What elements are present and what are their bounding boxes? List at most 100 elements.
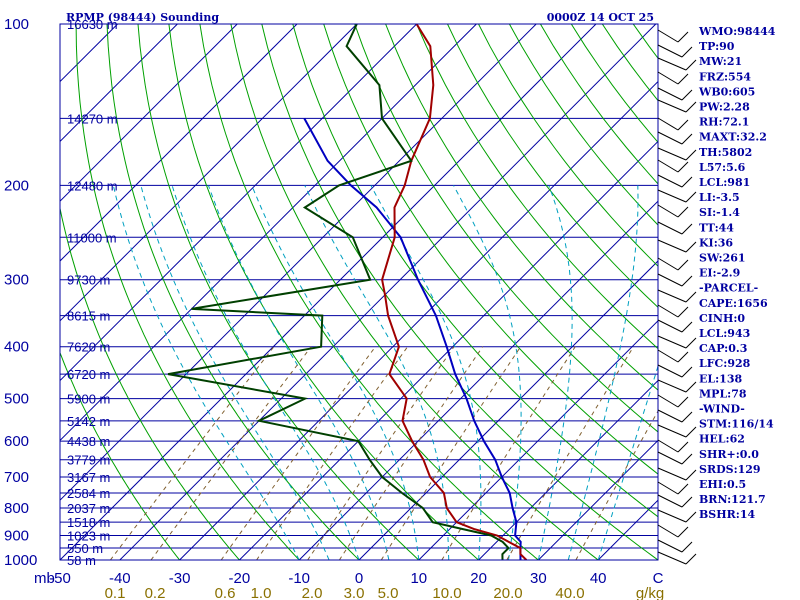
temperature-tick-label: -50 xyxy=(49,570,71,587)
height-label: 12480 m xyxy=(67,178,118,193)
dry-adiabat-line xyxy=(354,24,658,433)
pressure-tick-label: 100 xyxy=(4,16,29,33)
moist-adiabat-line xyxy=(304,185,450,560)
dry-adiabat-line xyxy=(447,24,658,309)
dry-adiabat-line xyxy=(478,24,658,267)
stability-index-label: FRZ:554 xyxy=(699,70,751,83)
mixing-ratio-label: 3.0 xyxy=(344,585,365,600)
wind-barb xyxy=(657,147,687,161)
dewpoint-trace xyxy=(167,24,510,560)
moist-adiabat-line xyxy=(112,185,300,560)
isotherm-line xyxy=(298,200,658,560)
mixing-ratio-label: 40.0 xyxy=(555,585,584,600)
wind-barb xyxy=(681,321,693,333)
pressure-tick-label: 200 xyxy=(4,177,29,194)
stability-index-label: SRDS:129 xyxy=(699,463,761,476)
wind-barb xyxy=(685,553,697,565)
wind-barb xyxy=(657,44,683,58)
height-label: 3167 m xyxy=(67,470,110,485)
wind-barb xyxy=(657,319,683,333)
temperature-tick-label: 40 xyxy=(590,570,607,587)
wind-barb xyxy=(657,481,679,495)
mixing-ratio-line xyxy=(220,346,376,560)
isotherm-line xyxy=(60,24,238,202)
stability-index-label: WMO:98444 xyxy=(698,25,776,38)
mixing-ratio-label: 5.0 xyxy=(378,585,399,600)
mixing-ratio-line xyxy=(150,346,312,560)
wind-barb xyxy=(657,379,687,393)
wind-barb xyxy=(681,89,693,101)
wind-barb xyxy=(657,551,687,565)
stability-index-label: -WIND- xyxy=(699,403,745,416)
stability-index-label: KI:36 xyxy=(699,236,733,249)
parcel-trace xyxy=(303,117,522,560)
height-label: 5142 m xyxy=(67,414,110,429)
pressure-unit-label: mb xyxy=(34,570,55,587)
isotherm-line xyxy=(478,379,658,560)
mixing-ratio-label: 0.1 xyxy=(105,585,126,600)
wind-barb xyxy=(681,275,693,287)
isotherm-line xyxy=(60,24,417,382)
stability-index-label: TP:90 xyxy=(699,40,735,53)
stability-index-label: EHI:0.5 xyxy=(699,478,746,491)
wind-barb xyxy=(681,453,693,465)
wind-barb xyxy=(657,335,687,349)
wind-barb xyxy=(677,526,689,538)
mixing-ratio-line xyxy=(575,410,658,560)
wind-barb xyxy=(657,509,687,523)
stability-index-label: CINH:0 xyxy=(699,312,745,325)
stability-index-label: RH:72.1 xyxy=(699,116,749,129)
stability-index-label: SI:-1.4 xyxy=(699,206,740,219)
pressure-tick-label: 400 xyxy=(4,339,29,356)
stability-index-label: MW:21 xyxy=(699,55,742,68)
height-label: 1023 m xyxy=(67,529,110,544)
height-label: 7620 m xyxy=(67,340,110,355)
wind-barb xyxy=(681,411,693,423)
temperature-tick-label: -20 xyxy=(229,570,251,587)
wind-barb xyxy=(685,426,697,438)
wind-barb xyxy=(681,541,693,553)
wind-barb xyxy=(657,349,679,363)
stability-index-label: SW:261 xyxy=(699,252,746,265)
wind-barb xyxy=(657,364,683,378)
dry-adiabat-line xyxy=(323,24,658,475)
wind-barb xyxy=(677,396,689,408)
dry-adiabat-line xyxy=(106,24,360,560)
wind-barb xyxy=(681,366,693,378)
wind-barb xyxy=(685,511,697,523)
sounding-time: 0000Z 14 OCT 25 xyxy=(547,11,654,24)
wind-barb xyxy=(681,223,693,235)
temperature-tick-label: 0 xyxy=(355,570,363,587)
moist-adiabat-line xyxy=(207,185,390,560)
wind-barb xyxy=(685,381,697,393)
pressure-tick-label: 300 xyxy=(4,272,29,289)
wind-barb xyxy=(685,291,697,303)
wind-barb xyxy=(685,59,697,71)
stability-index-label: MAXT:32.2 xyxy=(699,131,767,144)
height-label: 6720 m xyxy=(67,367,110,382)
wind-barb xyxy=(657,409,683,423)
wind-barb xyxy=(677,31,689,43)
wind-barb xyxy=(677,161,689,173)
dry-adiabat-line xyxy=(137,24,420,560)
isotherm-line xyxy=(60,24,597,560)
isotherm-line xyxy=(60,24,358,322)
isotherm-line xyxy=(418,320,658,560)
height-label: 9730 m xyxy=(67,273,110,288)
pressure-tick-label: 700 xyxy=(4,469,29,486)
wind-barb xyxy=(657,289,687,303)
mixing-ratio-line xyxy=(380,346,522,560)
stability-index-label: PW:2.28 xyxy=(699,101,750,114)
mixing-ratio-line xyxy=(109,346,275,560)
wind-barb xyxy=(681,496,693,508)
wind-barb xyxy=(657,174,683,188)
plot-frame xyxy=(59,23,659,561)
temperature-tick-label: C xyxy=(653,570,664,587)
stability-index-label: WB0:605 xyxy=(698,85,755,98)
temperature-tick-label: 20 xyxy=(470,570,487,587)
moist-adiabat-line xyxy=(453,185,522,560)
height-label: 58 m xyxy=(67,553,96,568)
stability-index-label: SHR+:0.0 xyxy=(699,448,759,461)
stability-index-label: TH:5802 xyxy=(699,146,752,159)
